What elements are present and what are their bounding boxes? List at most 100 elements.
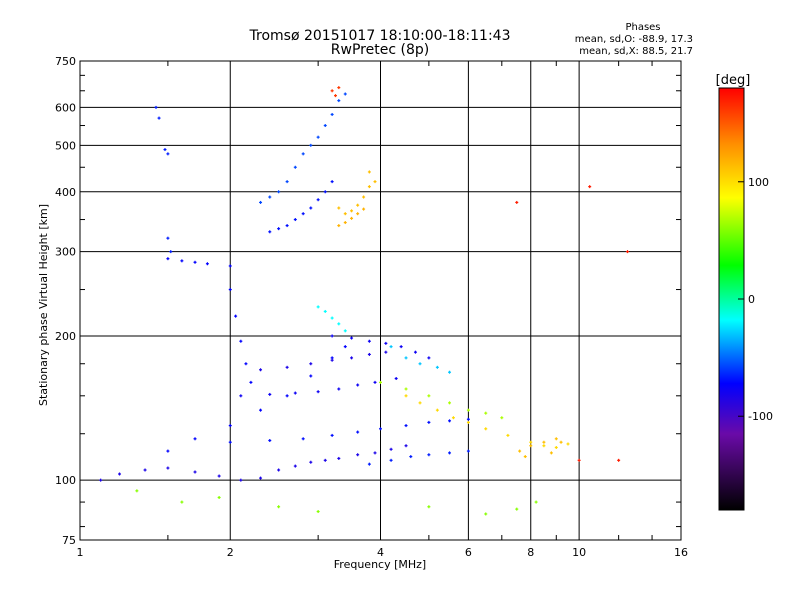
y-tick-label: 750 (55, 55, 76, 68)
data-point (330, 180, 334, 184)
data-point (367, 339, 371, 343)
data-points (99, 86, 629, 516)
data-point (259, 476, 263, 480)
data-point (337, 224, 341, 228)
data-point (316, 198, 320, 202)
data-point (301, 152, 305, 156)
data-point (205, 262, 209, 266)
colorbar-tick-label: 100 (748, 176, 769, 189)
data-point (285, 394, 289, 398)
data-point (466, 449, 470, 453)
data-point (404, 356, 408, 360)
data-point (259, 408, 263, 412)
data-point (166, 152, 170, 156)
data-point (285, 180, 289, 184)
y-tick-label: 400 (55, 186, 76, 199)
data-point (379, 380, 382, 384)
data-point (350, 356, 354, 360)
data-point (427, 505, 431, 509)
data-point (435, 408, 439, 412)
y-tick-label: 500 (55, 139, 76, 152)
data-point (617, 458, 621, 462)
data-point (333, 94, 337, 98)
data-point (404, 387, 408, 391)
data-point (384, 341, 388, 345)
data-point (356, 203, 360, 207)
data-point (180, 259, 184, 263)
data-point (515, 507, 519, 511)
data-point (588, 185, 592, 189)
data-point (427, 420, 431, 424)
colorbar-tick-label: -100 (748, 410, 773, 423)
data-point (285, 224, 289, 228)
data-point (404, 394, 408, 398)
data-point (277, 190, 281, 194)
y-tick-label: 600 (55, 101, 76, 114)
data-point (389, 345, 393, 349)
data-point (577, 458, 581, 462)
x-axis-ticks: 1 2 4 6 8 10 16 (77, 61, 688, 559)
data-point (362, 195, 366, 199)
data-point (448, 451, 452, 455)
legend-line-x: mean, sd,X: 88.5, 21.7 (579, 46, 693, 57)
data-point (316, 510, 320, 514)
data-point (427, 453, 431, 457)
data-point (309, 374, 313, 378)
data-point (384, 350, 388, 354)
chart-title: Tromsø 20151017 18:10:00-18:11:43 (249, 28, 511, 44)
x-tick-label: 10 (572, 546, 586, 559)
x-tick-label: 4 (377, 546, 384, 559)
data-point (268, 392, 272, 396)
data-point (394, 377, 398, 381)
data-point (228, 264, 232, 268)
data-point (625, 250, 629, 254)
data-point (330, 112, 334, 116)
data-point (301, 437, 305, 441)
y-tick-label: 100 (55, 474, 76, 487)
data-point (166, 236, 170, 240)
y-tick-label: 200 (55, 330, 76, 343)
data-point (418, 401, 422, 405)
data-point (330, 433, 334, 437)
data-point (277, 227, 281, 231)
data-point (163, 148, 167, 152)
x-tick-label: 8 (527, 546, 534, 559)
data-point (244, 362, 248, 366)
x-axis-label: Frequency [MHz] (334, 558, 426, 571)
data-point (293, 165, 297, 169)
data-point (166, 466, 170, 470)
data-point (166, 449, 170, 453)
data-point (542, 440, 546, 444)
y-tick-label: 75 (62, 534, 76, 547)
legend-line-o: mean, sd,O: -88.9, 17.3 (575, 34, 693, 45)
data-point (118, 472, 122, 476)
data-point (350, 209, 354, 213)
data-point (330, 89, 334, 93)
data-point (506, 433, 510, 437)
legend-title: Phases (625, 22, 660, 33)
data-point (409, 455, 413, 459)
data-point (217, 474, 221, 478)
data-point (484, 512, 488, 516)
data-point (523, 455, 527, 459)
data-point (309, 460, 313, 464)
data-point (193, 260, 197, 264)
data-point (330, 334, 334, 338)
data-point (529, 444, 533, 448)
data-point (99, 478, 103, 482)
data-point (549, 451, 553, 455)
data-point (337, 387, 341, 391)
data-point (554, 445, 558, 449)
data-point (337, 99, 341, 103)
colorbar-label: [deg] (716, 73, 751, 88)
plot-frame (79, 60, 682, 541)
data-point (135, 489, 139, 493)
data-point (448, 401, 452, 405)
data-point (337, 86, 341, 90)
data-point (356, 212, 360, 216)
data-point (293, 464, 297, 468)
data-point (343, 345, 347, 349)
data-point (367, 352, 371, 356)
